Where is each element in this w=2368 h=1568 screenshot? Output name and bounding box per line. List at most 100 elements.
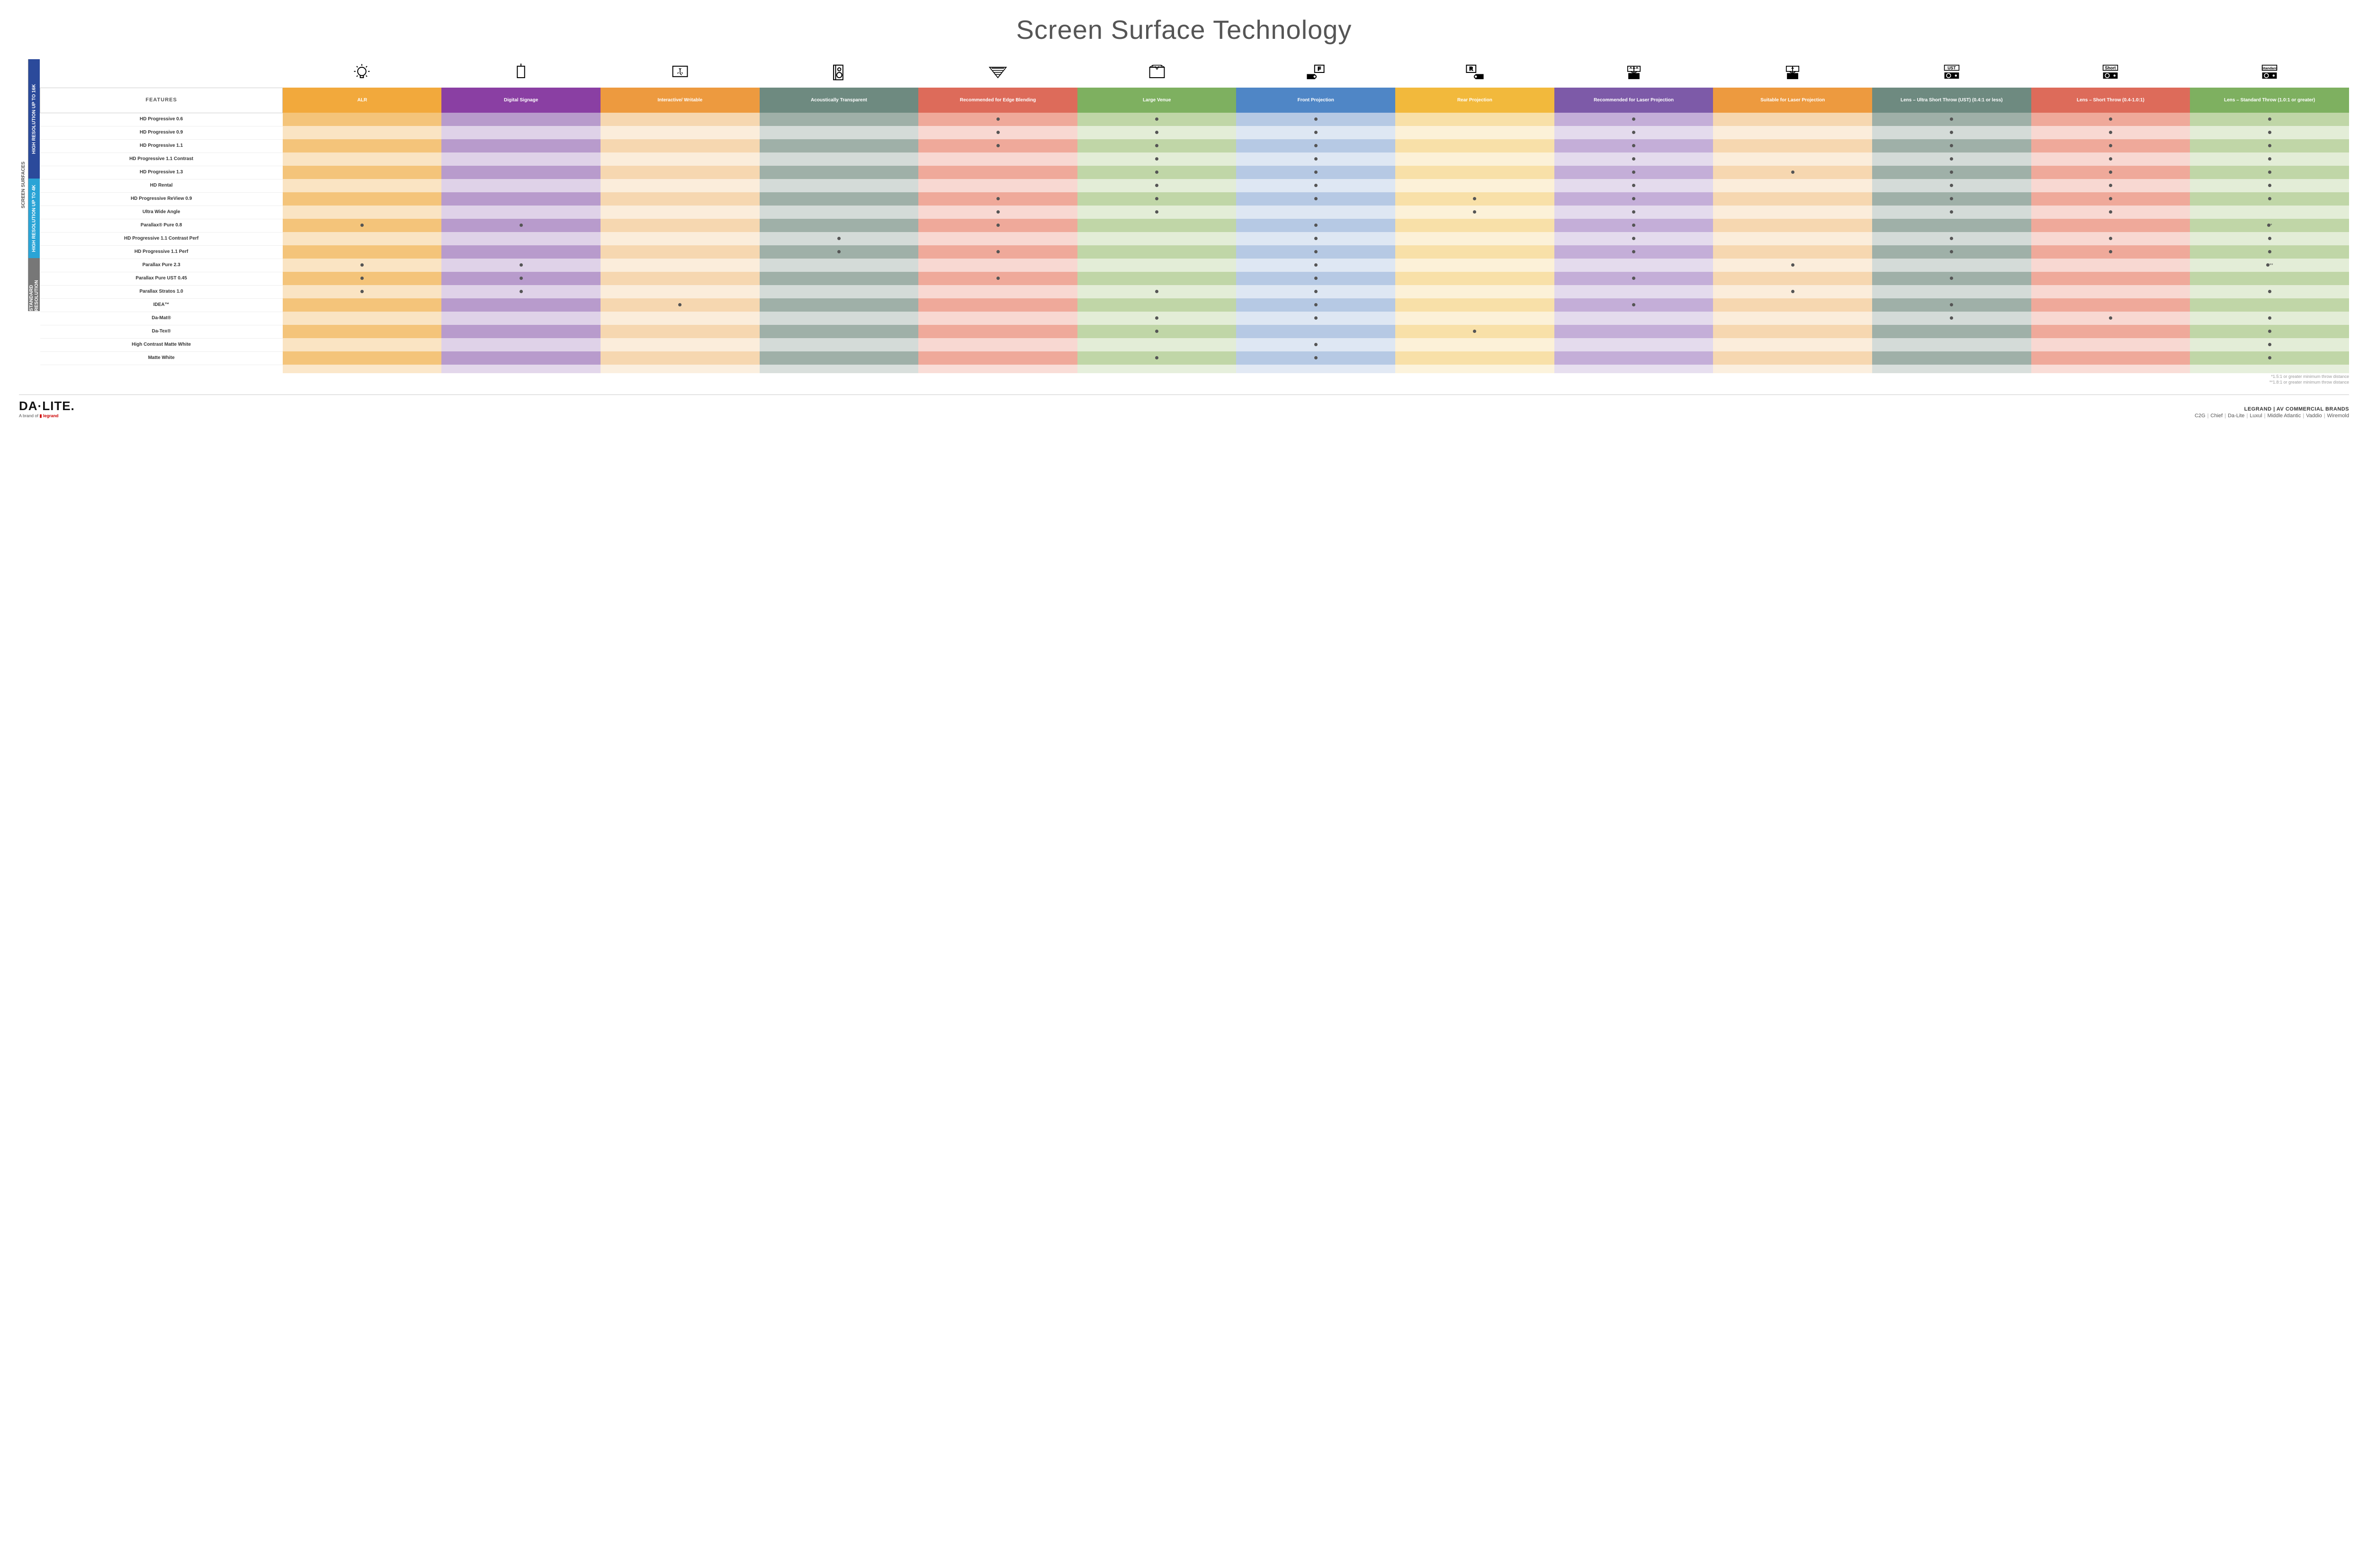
feature-dot (1314, 356, 1318, 359)
feature-cell (1077, 219, 1237, 232)
col-header: Large Venue (1077, 88, 1237, 113)
feature-dot (1473, 197, 1476, 200)
feature-dot (2268, 117, 2271, 121)
feature-cell (1872, 272, 2031, 285)
table-row: HD Rental (40, 179, 2350, 192)
feature-cell (601, 139, 760, 152)
feature-cell (2031, 338, 2190, 351)
feature-cell (283, 179, 442, 192)
svg-text:Standard: Standard (2261, 66, 2278, 70)
feature-cell (2031, 166, 2190, 179)
feature-cell (1236, 113, 1395, 126)
feature-dot (1950, 277, 1953, 280)
feature-dot (1791, 263, 1794, 267)
feature-cell (1236, 152, 1395, 166)
feature-cell (441, 166, 601, 179)
feature-dot (2109, 144, 2112, 147)
feature-cell (1236, 312, 1395, 325)
svg-text:R: R (1470, 66, 1473, 72)
row-label: HD Progressive 1.1 (40, 139, 283, 152)
feature-cell (1077, 338, 1237, 351)
feature-cell (2031, 139, 2190, 152)
feature-cell (283, 245, 442, 259)
feature-cell (1077, 192, 1237, 206)
feature-cell (441, 298, 601, 312)
table-row: HD Progressive 0.9 (40, 126, 2350, 139)
table-row: Matte White (40, 351, 2350, 365)
feature-dot (837, 250, 841, 253)
feature-cell (1077, 351, 1237, 365)
feature-cell (1236, 259, 1395, 272)
feature-dot (996, 277, 1000, 280)
col-header: Recommended for Edge Blending (918, 88, 1077, 113)
feature-cell (601, 272, 760, 285)
feature-cell (918, 285, 1077, 298)
feature-cell (1395, 285, 1554, 298)
logo-sub: A brand of ▮ legrand (19, 413, 75, 419)
rear-icon: R (1395, 59, 1554, 88)
feature-dot (1473, 330, 1476, 333)
feature-dot (1155, 316, 1158, 320)
feature-dot (996, 131, 1000, 134)
feature-dot (1473, 210, 1476, 214)
feature-cell (283, 206, 442, 219)
feature-cell (601, 219, 760, 232)
feature-cell (283, 219, 442, 232)
feature-cell (1236, 179, 1395, 192)
feature-cell (601, 285, 760, 298)
feature-cell (283, 272, 442, 285)
footnote: *1.5:1 or greater minimum throw distance (40, 374, 2349, 380)
brands-block: LEGRAND | AV COMMERCIAL BRANDS C2G|Chief… (2195, 406, 2349, 419)
feature-cell (2190, 166, 2349, 179)
feature-cell (283, 152, 442, 166)
feature-dot (996, 197, 1000, 200)
feature-cell (2031, 245, 2190, 259)
feature-cell (1395, 113, 1554, 126)
feature-dot (1632, 170, 1635, 174)
row-label: HD Progressive 0.6 (40, 113, 283, 126)
feature-cell (1713, 272, 1872, 285)
feature-dot (1314, 184, 1318, 187)
feature-dot (1632, 131, 1635, 134)
feature-dot (520, 263, 523, 267)
feature-dot (1632, 117, 1635, 121)
feature-cell (283, 192, 442, 206)
features-header: FEATURES (40, 88, 283, 113)
feature-cell (2190, 179, 2349, 192)
feature-cell (1554, 351, 1713, 365)
feature-cell (283, 259, 442, 272)
feature-dot (2109, 170, 2112, 174)
feature-dot (1314, 131, 1318, 134)
feature-dot (2268, 356, 2271, 359)
feature-dot (1632, 237, 1635, 240)
feature-cell (1713, 166, 1872, 179)
feature-cell (1872, 152, 2031, 166)
feature-dot (1632, 210, 1635, 214)
feature-cell (2031, 219, 2190, 232)
feature-dot (1155, 131, 1158, 134)
feature-cell (441, 245, 601, 259)
row-label: Parallax® Pure 0.8 (40, 219, 283, 232)
feature-dot (1155, 356, 1158, 359)
feature-cell (918, 152, 1077, 166)
table-row: HD Progressive 1.1 (40, 139, 2350, 152)
feature-cell (760, 152, 919, 166)
feature-cell (1236, 245, 1395, 259)
feature-dot (2268, 131, 2271, 134)
feature-cell (1395, 179, 1554, 192)
brand-item: C2G (2195, 413, 2206, 419)
feature-cell (1713, 179, 1872, 192)
feature-cell (760, 166, 919, 179)
feature-cell (1395, 192, 1554, 206)
feature-cell (1872, 351, 2031, 365)
feature-dot (996, 117, 1000, 121)
feature-cell (601, 245, 760, 259)
col-header: Lens – Short Throw (0.4-1.0:1) (2031, 88, 2190, 113)
feature-cell (2190, 152, 2349, 166)
feature-dot (2266, 263, 2269, 267)
feature-cell (760, 179, 919, 192)
feature-dot (1950, 197, 1953, 200)
feature-cell (283, 113, 442, 126)
row-label: HD Progressive 1.1 Contrast (40, 152, 283, 166)
row-label: Parallax Stratos 1.0 (40, 285, 283, 298)
